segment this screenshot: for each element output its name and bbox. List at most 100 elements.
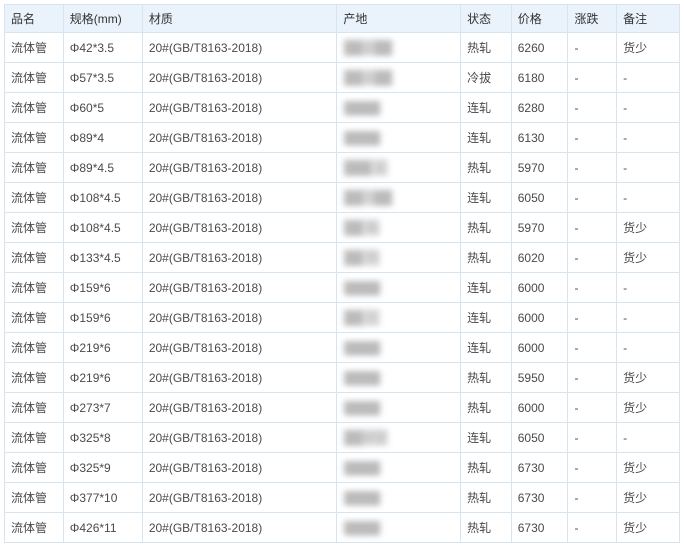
col-header-change: 涨跌 xyxy=(568,5,617,33)
cell-remark: - xyxy=(617,333,680,363)
cell-spec: Φ325*8 xyxy=(63,423,142,453)
origin-masked: ████ xyxy=(343,461,381,475)
cell-name: 流体管 xyxy=(5,513,64,543)
cell-status: 热轧 xyxy=(461,513,512,543)
cell-price: 6050 xyxy=(511,183,568,213)
cell-mat: 20#(GB/T8163-2018) xyxy=(142,363,337,393)
origin-masked: ██钢管 xyxy=(343,429,388,446)
cell-origin: ██ 梅 xyxy=(337,213,461,243)
origin-masked: ████ xyxy=(343,101,381,115)
cell-remark: 货少 xyxy=(617,513,680,543)
cell-mat: 20#(GB/T8163-2018) xyxy=(142,123,337,153)
table-row: 流体管Φ60*520#(GB/T8163-2018)████连轧6280-- xyxy=(5,93,680,123)
origin-masked: ████ xyxy=(343,281,381,295)
cell-mat: 20#(GB/T8163-2018) xyxy=(142,393,337,423)
cell-spec: Φ219*6 xyxy=(63,333,142,363)
cell-mat: 20#(GB/T8163-2018) xyxy=(142,333,337,363)
cell-name: 流体管 xyxy=(5,333,64,363)
table-body: 流体管Φ42*3.520#(GB/T8163-2018)██金██热轧6260-… xyxy=(5,33,680,543)
cell-remark: 货少 xyxy=(617,453,680,483)
cell-origin: ███ 友 xyxy=(337,153,461,183)
cell-change: - xyxy=(568,243,617,273)
col-header-status: 状态 xyxy=(461,5,512,33)
cell-price: 6050 xyxy=(511,423,568,453)
col-header-spec: 规格(mm) xyxy=(63,5,142,33)
cell-name: 流体管 xyxy=(5,153,64,183)
cell-remark: 货少 xyxy=(617,213,680,243)
origin-masked: ██金██ xyxy=(343,39,393,56)
cell-change: - xyxy=(568,333,617,363)
cell-mat: 20#(GB/T8163-2018) xyxy=(142,303,337,333)
table-row: 流体管Φ325*820#(GB/T8163-2018)██钢管连轧6050-- xyxy=(5,423,680,453)
origin-masked: ██ 日 xyxy=(343,309,379,326)
cell-price: 5970 xyxy=(511,153,568,183)
cell-name: 流体管 xyxy=(5,423,64,453)
cell-spec: Φ108*4.5 xyxy=(63,213,142,243)
cell-price: 6730 xyxy=(511,453,568,483)
table-row: 流体管Φ159*620#(GB/T8163-2018)████连轧6000-- xyxy=(5,273,680,303)
table-header: 品名 规格(mm) 材质 产地 状态 价格 涨跌 备注 xyxy=(5,5,680,33)
cell-spec: Φ426*11 xyxy=(63,513,142,543)
cell-spec: Φ325*9 xyxy=(63,453,142,483)
cell-mat: 20#(GB/T8163-2018) xyxy=(142,453,337,483)
cell-origin: ████ xyxy=(337,123,461,153)
origin-masked: ████ xyxy=(343,401,381,415)
cell-status: 热轧 xyxy=(461,33,512,63)
cell-price: 5970 xyxy=(511,213,568,243)
cell-change: - xyxy=(568,453,617,483)
cell-name: 流体管 xyxy=(5,243,64,273)
cell-origin: ██钢管 xyxy=(337,423,461,453)
table-row: 流体管Φ89*4.520#(GB/T8163-2018)███ 友热轧5970-… xyxy=(5,153,680,183)
cell-price: 6000 xyxy=(511,393,568,423)
cell-change: - xyxy=(568,33,617,63)
cell-spec: Φ89*4 xyxy=(63,123,142,153)
cell-name: 流体管 xyxy=(5,483,64,513)
cell-status: 热轧 xyxy=(461,153,512,183)
cell-status: 连轧 xyxy=(461,273,512,303)
cell-status: 连轧 xyxy=(461,333,512,363)
cell-mat: 20#(GB/T8163-2018) xyxy=(142,183,337,213)
cell-remark: 货少 xyxy=(617,363,680,393)
cell-spec: Φ42*3.5 xyxy=(63,33,142,63)
cell-origin: ██金██ xyxy=(337,63,461,93)
cell-name: 流体管 xyxy=(5,123,64,153)
cell-change: - xyxy=(568,183,617,213)
cell-status: 连轧 xyxy=(461,93,512,123)
table-row: 流体管Φ108*4.520#(GB/T8163-2018)██ 梅热轧5970-… xyxy=(5,213,680,243)
origin-masked: ████ xyxy=(343,131,381,145)
cell-status: 连轧 xyxy=(461,423,512,453)
origin-masked: ████ xyxy=(343,371,381,385)
cell-mat: 20#(GB/T8163-2018) xyxy=(142,213,337,243)
cell-mat: 20#(GB/T8163-2018) xyxy=(142,423,337,453)
cell-change: - xyxy=(568,393,617,423)
cell-status: 热轧 xyxy=(461,483,512,513)
cell-mat: 20#(GB/T8163-2018) xyxy=(142,33,337,63)
cell-change: - xyxy=(568,123,617,153)
cell-origin: ████ xyxy=(337,513,461,543)
cell-status: 连轧 xyxy=(461,303,512,333)
cell-mat: 20#(GB/T8163-2018) xyxy=(142,63,337,93)
cell-origin: ██金██ xyxy=(337,33,461,63)
cell-remark: 货少 xyxy=(617,393,680,423)
cell-status: 热轧 xyxy=(461,453,512,483)
cell-mat: 20#(GB/T8163-2018) xyxy=(142,93,337,123)
cell-change: - xyxy=(568,93,617,123)
cell-change: - xyxy=(568,213,617,243)
origin-masked: ████ xyxy=(343,491,381,505)
cell-spec: Φ159*6 xyxy=(63,303,142,333)
cell-mat: 20#(GB/T8163-2018) xyxy=(142,483,337,513)
origin-masked: ██金██ xyxy=(343,69,393,86)
cell-status: 热轧 xyxy=(461,363,512,393)
cell-price: 5950 xyxy=(511,363,568,393)
cell-mat: 20#(GB/T8163-2018) xyxy=(142,513,337,543)
cell-spec: Φ159*6 xyxy=(63,273,142,303)
cell-spec: Φ89*4.5 xyxy=(63,153,142,183)
cell-name: 流体管 xyxy=(5,213,64,243)
cell-change: - xyxy=(568,303,617,333)
cell-remark: - xyxy=(617,93,680,123)
cell-origin: ████ xyxy=(337,273,461,303)
col-header-price: 价格 xyxy=(511,5,568,33)
cell-name: 流体管 xyxy=(5,63,64,93)
origin-masked: ███ 友 xyxy=(343,159,388,176)
cell-origin: ██冈██ xyxy=(337,183,461,213)
